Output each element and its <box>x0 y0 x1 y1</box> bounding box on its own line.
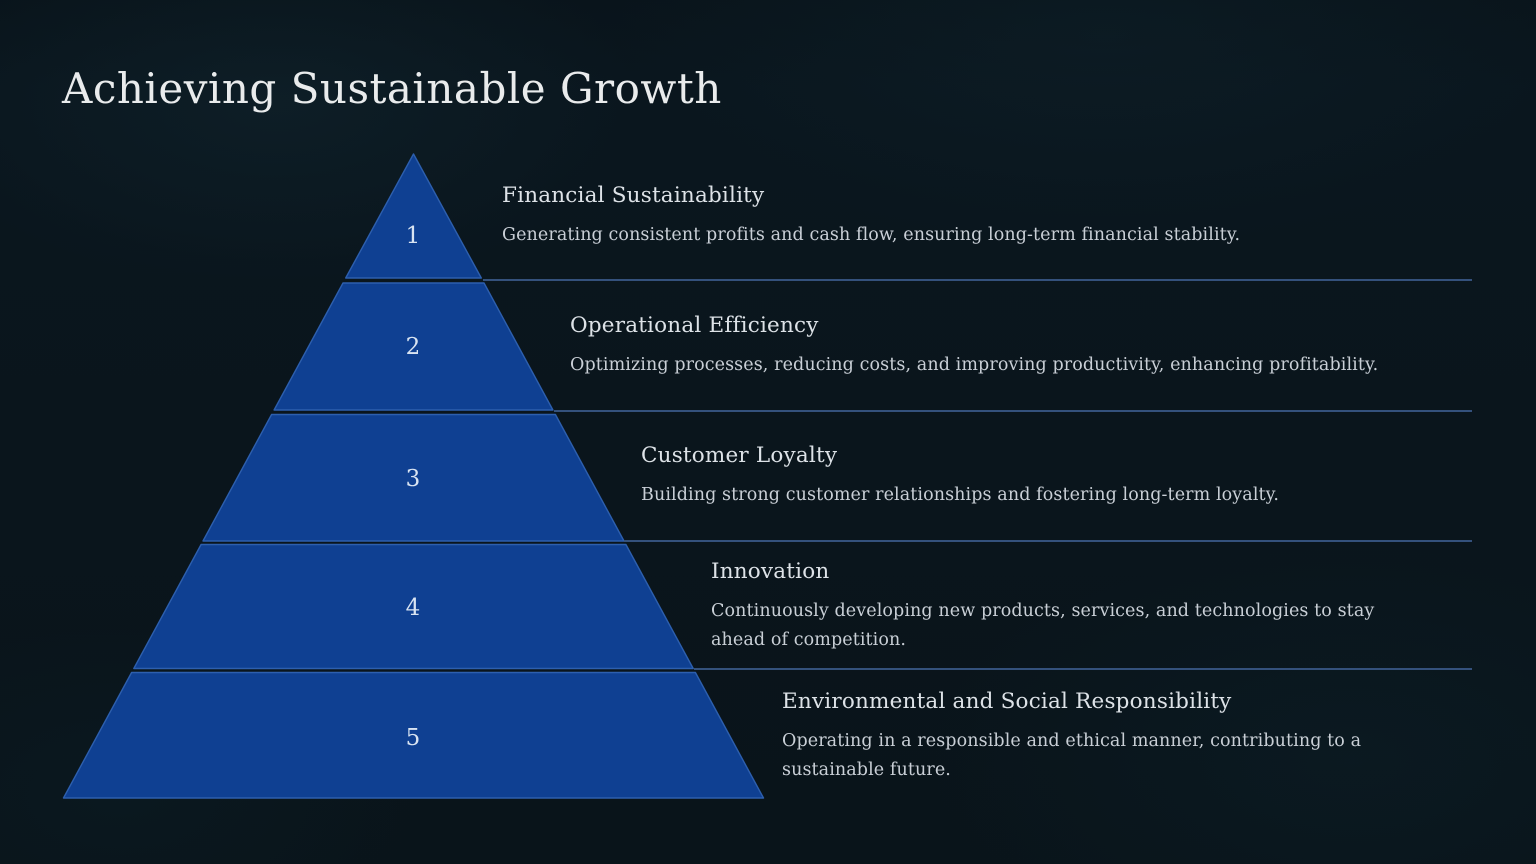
level-description: Building strong customer relationships a… <box>641 485 1279 505</box>
level-text-block-3: Customer Loyalty Building strong custome… <box>641 443 1461 510</box>
pyramid-segment-2 <box>273 282 554 411</box>
level-heading: Financial Sustainability <box>502 183 765 208</box>
level-divider-line-3 <box>624 540 1472 542</box>
level-heading: Customer Loyalty <box>641 443 838 468</box>
level-description: Optimizing processes, reducing costs, an… <box>570 355 1379 375</box>
pyramid-segment-5 <box>62 671 765 799</box>
pyramid-level-number-2: 2 <box>405 334 421 360</box>
pyramid-level-number-3: 3 <box>405 466 421 492</box>
level-description: Generating consistent profits and cash f… <box>502 225 1241 245</box>
level-text-block-5: Environmental and Social Responsibility … <box>782 689 1414 785</box>
pyramid-level-number-1: 1 <box>405 223 421 249</box>
level-heading: Operational Efficiency <box>570 313 819 338</box>
pyramid-segment-1 <box>345 153 482 279</box>
page-title: Achieving Sustainable Growth <box>62 64 722 113</box>
level-divider-line-4 <box>694 668 1472 670</box>
level-description: Operating in a responsible and ethical m… <box>782 731 1362 780</box>
level-heading: Environmental and Social Responsibility <box>782 689 1232 714</box>
level-divider-line-2 <box>554 410 1472 412</box>
level-text-block-4: Innovation Continuously developing new p… <box>711 559 1411 655</box>
level-divider-line-1 <box>483 279 1472 281</box>
level-description: Continuously developing new products, se… <box>711 601 1375 650</box>
level-heading: Innovation <box>711 559 830 584</box>
pyramid-level-number-4: 4 <box>405 595 421 621</box>
level-text-block-2: Operational Efficiency Optimizing proces… <box>570 313 1460 380</box>
level-text-block-1: Financial Sustainability Generating cons… <box>502 183 1462 250</box>
pyramid-segment-4 <box>133 543 694 670</box>
pyramid-level-number-5: 5 <box>405 725 421 751</box>
